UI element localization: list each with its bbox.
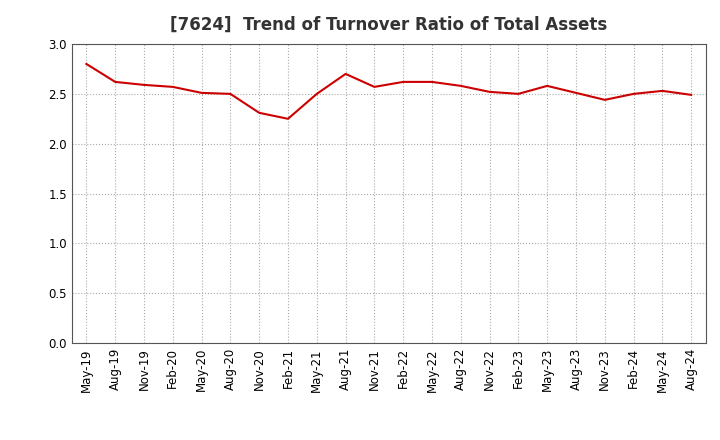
Title: [7624]  Trend of Turnover Ratio of Total Assets: [7624] Trend of Turnover Ratio of Total …	[170, 16, 608, 34]
